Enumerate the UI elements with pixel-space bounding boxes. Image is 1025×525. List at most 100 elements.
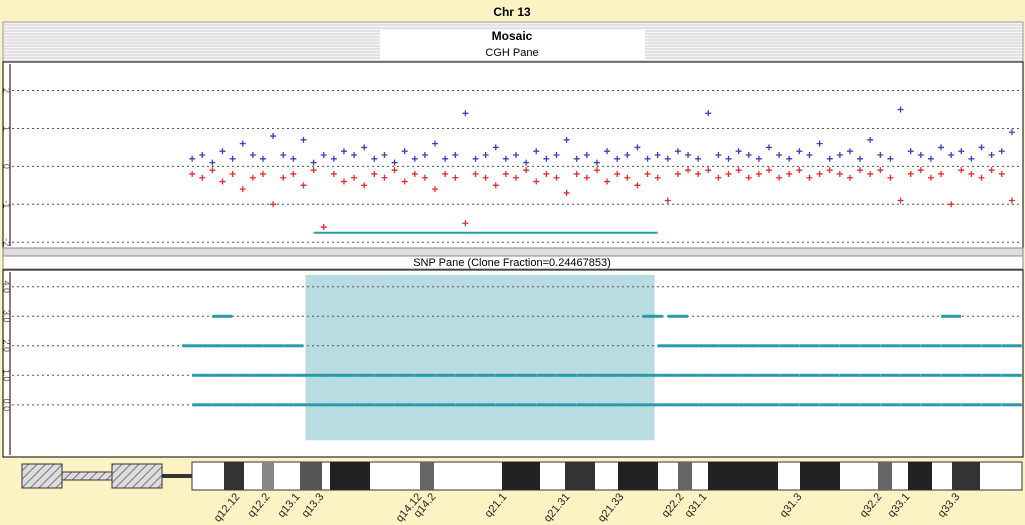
point [452, 152, 459, 158]
point [229, 155, 236, 162]
point [260, 155, 266, 162]
band-label: q31.1 [683, 491, 710, 520]
point [253, 373, 273, 377]
point [718, 403, 739, 407]
point [472, 170, 479, 177]
point [556, 373, 577, 377]
ideogram [21, 461, 1023, 491]
point [273, 403, 294, 407]
y-tick-label: -2 [2, 238, 12, 246]
point [759, 403, 779, 407]
point [597, 373, 618, 377]
point [978, 174, 985, 181]
point [867, 136, 874, 143]
point [961, 373, 982, 377]
point [523, 167, 530, 174]
point [411, 170, 418, 177]
point [941, 373, 962, 377]
point [860, 344, 881, 348]
point [998, 148, 1005, 155]
point [867, 170, 874, 177]
point [907, 170, 914, 177]
point [300, 182, 307, 189]
point [219, 148, 226, 155]
point [958, 148, 965, 155]
point [735, 167, 742, 174]
point [799, 344, 820, 348]
point [705, 167, 712, 174]
point [920, 373, 941, 377]
point [330, 155, 337, 162]
point [819, 403, 840, 407]
point [239, 186, 246, 193]
point [779, 373, 800, 377]
point [563, 136, 570, 143]
point [637, 403, 658, 407]
point [573, 170, 580, 177]
y-tick-label: 0 [2, 164, 12, 169]
point [927, 155, 934, 162]
point [310, 167, 317, 174]
point [482, 152, 489, 158]
point [354, 373, 375, 377]
point [654, 152, 661, 158]
point [536, 403, 557, 407]
band-label: q12.12 [212, 491, 243, 524]
point [212, 314, 233, 318]
point [718, 373, 739, 377]
point [981, 344, 1002, 348]
point [202, 344, 223, 348]
point [799, 373, 820, 377]
point [361, 182, 368, 189]
point [432, 186, 439, 193]
band-label: q13.1 [276, 491, 303, 520]
point [715, 174, 722, 181]
point [698, 344, 719, 348]
point [263, 344, 284, 348]
point [270, 201, 277, 208]
point [900, 373, 921, 377]
point [897, 197, 904, 204]
point [776, 174, 783, 181]
point [576, 403, 597, 407]
point [189, 155, 196, 162]
band-label: q33.1 [886, 491, 913, 520]
point [857, 167, 864, 174]
point [786, 170, 793, 177]
point [280, 152, 287, 158]
point [597, 403, 618, 407]
point [880, 403, 901, 407]
point [654, 174, 661, 181]
point [414, 373, 435, 377]
y-tick-label: 3.0 [2, 310, 12, 323]
point [293, 403, 314, 407]
y-tick-label: 0.0 [2, 399, 12, 412]
splitter [2, 247, 1024, 257]
point [678, 373, 699, 377]
point [182, 344, 203, 348]
header-label-bg [380, 30, 645, 60]
point [674, 170, 681, 177]
point [900, 344, 921, 348]
point [583, 152, 590, 158]
point [212, 373, 233, 377]
point [239, 140, 246, 147]
point [907, 148, 914, 155]
point [685, 152, 692, 158]
point [293, 373, 314, 377]
point [232, 373, 253, 377]
pane-title: CGH Pane [485, 47, 538, 59]
point [920, 403, 941, 407]
point [351, 174, 358, 181]
point [593, 159, 600, 166]
point [333, 373, 354, 377]
point [745, 152, 752, 158]
point [462, 110, 469, 117]
point [839, 344, 860, 348]
point [664, 197, 671, 204]
point [320, 152, 327, 158]
point [273, 373, 294, 377]
point [897, 106, 904, 113]
point [354, 403, 375, 407]
